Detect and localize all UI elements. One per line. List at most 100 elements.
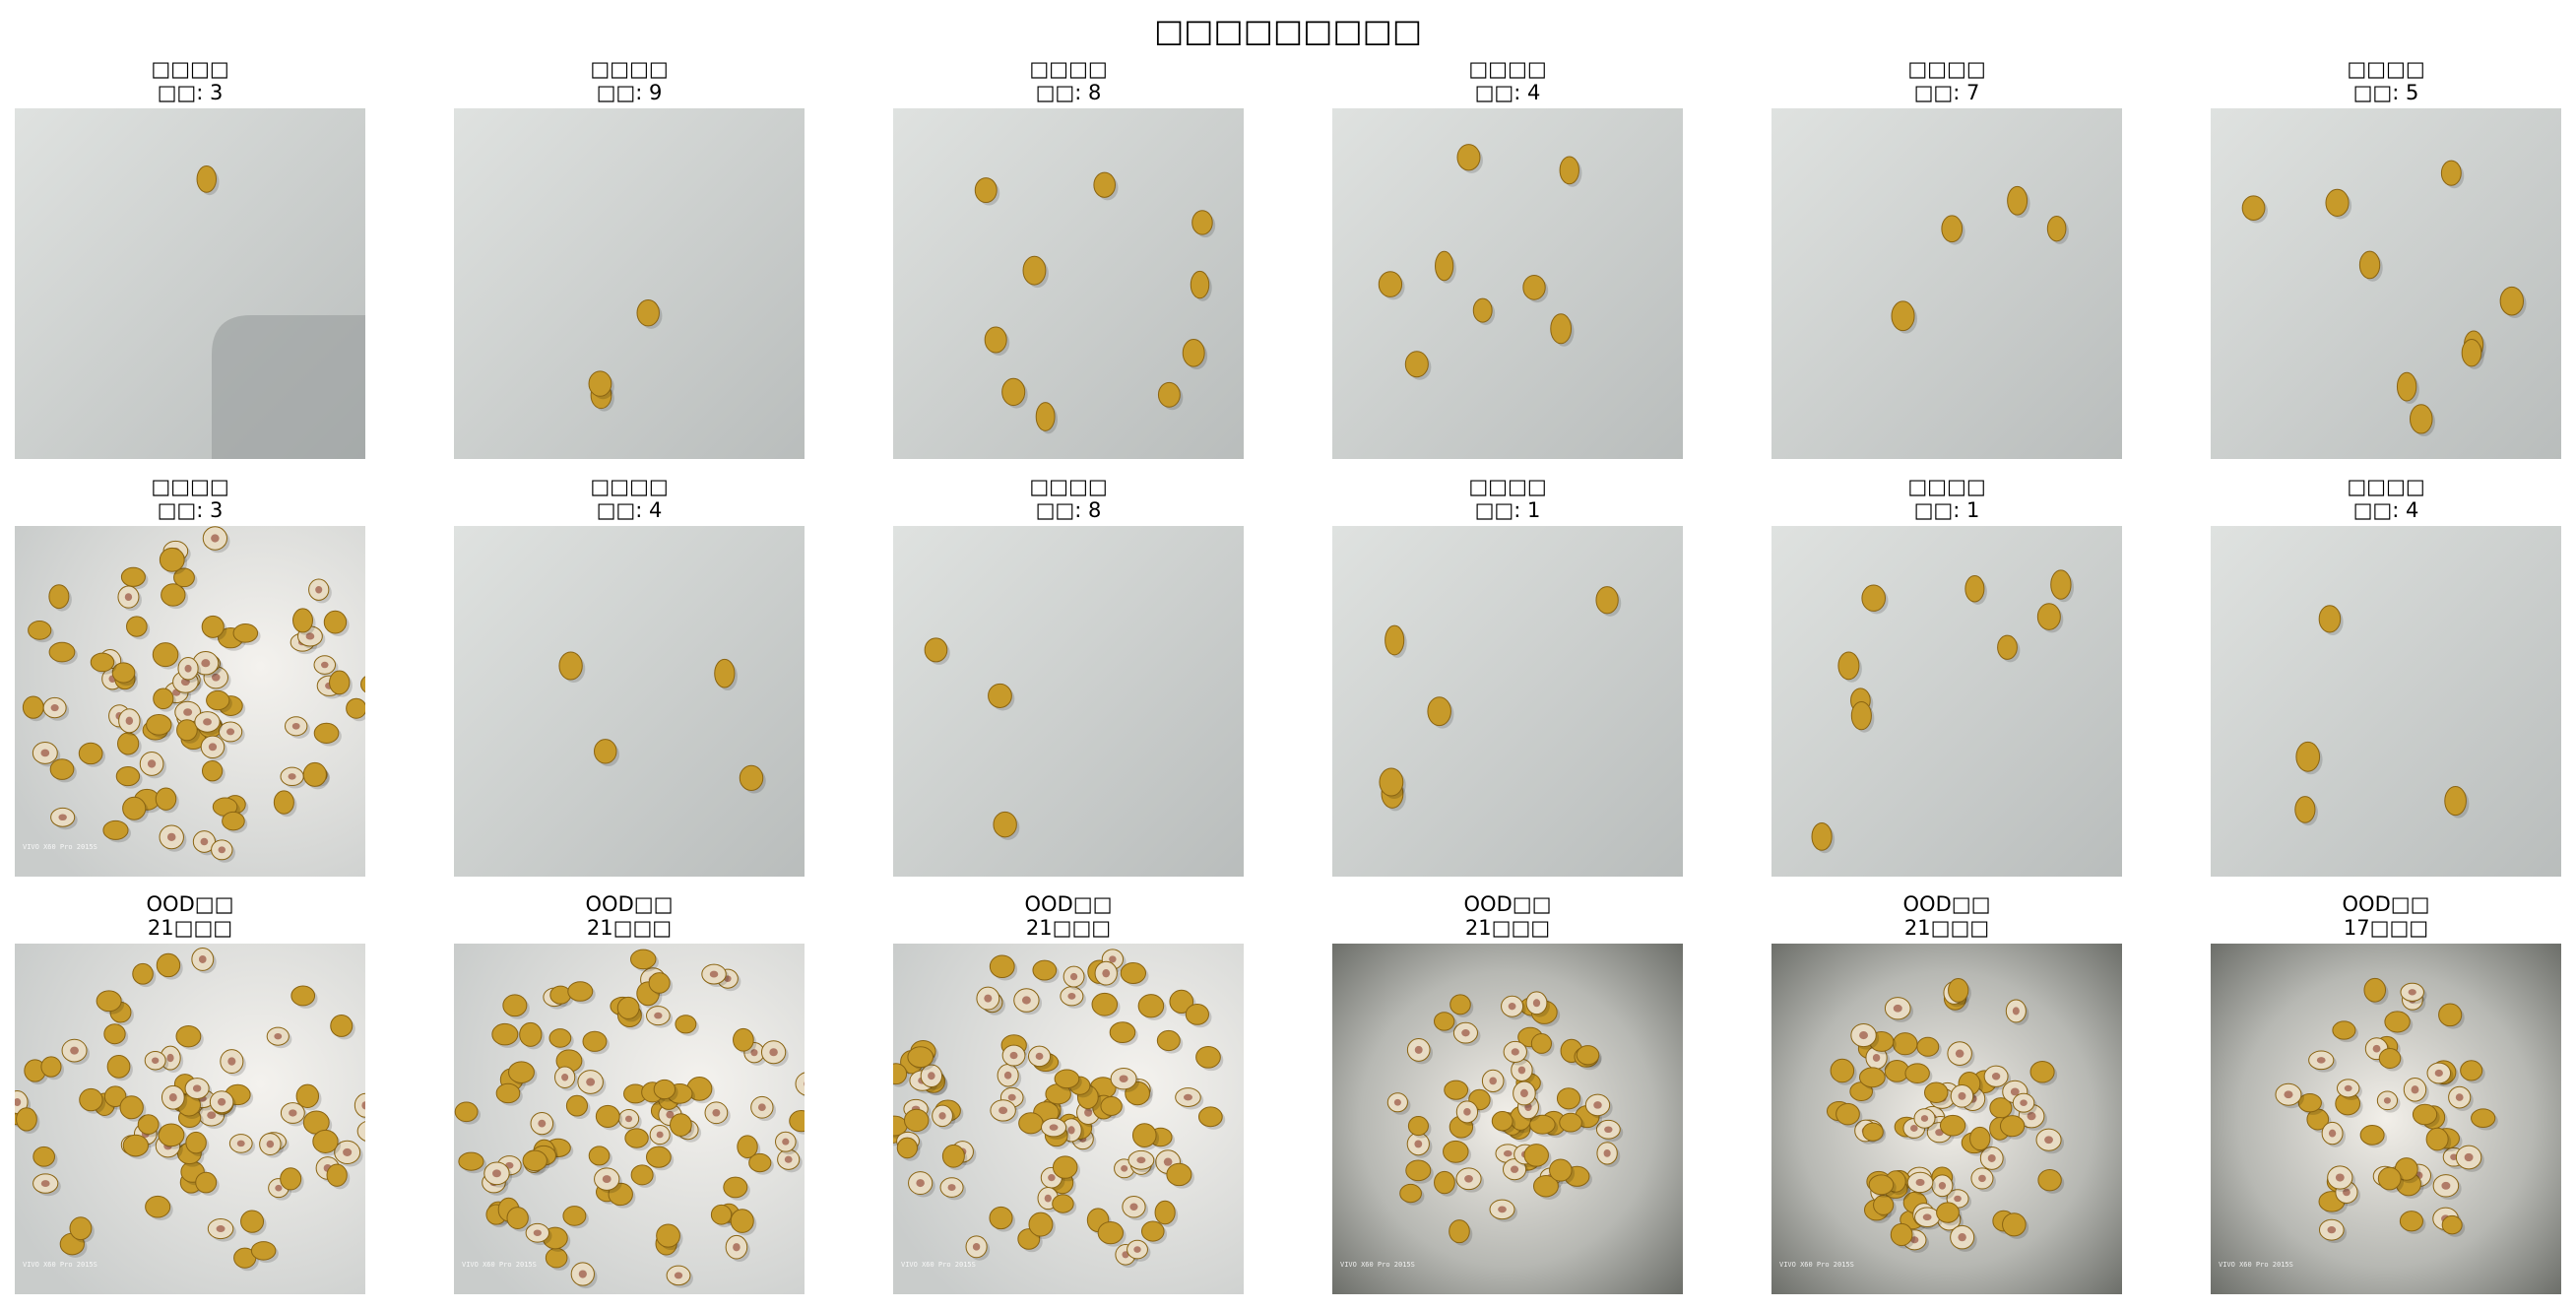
- corn-kernel: [177, 657, 202, 683]
- corn-kernel: [2335, 1091, 2363, 1118]
- corn-kernel: [176, 1093, 204, 1120]
- corn-kernel: [608, 1182, 636, 1209]
- corn-kernel: [32, 1173, 61, 1197]
- corn-kernel: [280, 1102, 308, 1127]
- panel-title: □□□□: [2347, 475, 2425, 498]
- corn-kernel: [1434, 1170, 1458, 1197]
- panel-subtitle: 21□□□: [586, 916, 673, 940]
- corn-kernel: [50, 807, 78, 830]
- sample-panel: □□□□ □□: 7: [1771, 57, 2122, 461]
- corn-kernel: [2294, 796, 2318, 826]
- corn-kernel: [1884, 997, 1914, 1022]
- corn-kernel: [920, 1064, 945, 1090]
- corn-kernel: [2425, 1127, 2452, 1153]
- corn-kernel: [1913, 1108, 1939, 1132]
- figure-title: □□□□□□□□□: [1153, 12, 1423, 49]
- corn-kernel: [201, 759, 225, 784]
- corn-kernel: [153, 688, 176, 712]
- camera-watermark: VIVO X60 Pro 2015S: [2219, 1261, 2293, 1269]
- corn-kernel: [2399, 1211, 2426, 1234]
- corn-kernel: [2363, 977, 2389, 1006]
- corn-kernel: [1559, 1112, 1585, 1136]
- corn-kernel: [1503, 1040, 1530, 1066]
- corn-kernel: [280, 1167, 304, 1193]
- corn-kernel: [2002, 1212, 2029, 1239]
- corn-kernel: [1385, 624, 1407, 658]
- corn-kernel: [760, 1040, 789, 1067]
- corn-kernel: [1595, 1119, 1624, 1143]
- panel-caption: OOD□□ 21□□□: [1771, 892, 2122, 940]
- corn-kernel: [1027, 1045, 1054, 1070]
- corn-kernel: [356, 1121, 365, 1143]
- corn-kernel: [1550, 313, 1575, 347]
- panel-title: □□□□: [1907, 57, 1986, 81]
- corn-kernel: [1013, 988, 1043, 1015]
- kernel-photo: VIVO X60 Pro 2015S: [1332, 944, 1683, 1294]
- corn-kernel: [120, 566, 149, 590]
- corn-kernel: [896, 1137, 921, 1161]
- corn-kernel: [2005, 999, 2029, 1025]
- corn-kernel: [1522, 275, 1549, 303]
- corn-kernel: [506, 1207, 532, 1232]
- corn-kernel: [2384, 1011, 2414, 1036]
- corn-kernel: [61, 1038, 91, 1066]
- panel-subtitle: □□: 7: [1913, 81, 1980, 104]
- kernel-photo-image: [2211, 526, 2561, 877]
- corn-kernel: [2440, 160, 2465, 189]
- corn-kernel: [1060, 986, 1086, 1009]
- corn-kernel: [1511, 1058, 1536, 1084]
- corn-kernel: [582, 1030, 610, 1055]
- corn-kernel: [1489, 1199, 1517, 1222]
- panel-caption: OOD□□ 21□□□: [893, 892, 1244, 940]
- corn-kernel: [670, 1113, 695, 1140]
- corn-kernel: [78, 742, 106, 767]
- panel-title: □□□□: [1029, 475, 1108, 498]
- corn-kernel: [941, 1144, 968, 1171]
- corn-kernel: [158, 1123, 187, 1149]
- corn-kernel: [175, 1024, 204, 1050]
- corn-kernel: [1931, 1174, 1956, 1200]
- kernel-photo: [1332, 108, 1683, 459]
- corn-kernel: [2332, 1020, 2358, 1043]
- corn-kernel: [2318, 605, 2344, 635]
- kernel-photo-image: [2211, 108, 2561, 459]
- panel-caption: OOD□□ 21□□□: [454, 892, 805, 940]
- corn-kernel: [1964, 575, 1987, 605]
- corn-kernel: [570, 1262, 598, 1289]
- corn-kernel: [313, 722, 342, 747]
- corn-kernel: [326, 1163, 351, 1190]
- sample-panel: OOD□□ 21□□□ VIVO X60 Pro 2015S: [893, 892, 1244, 1296]
- corn-kernel: [730, 1209, 757, 1236]
- corn-kernel: [1127, 1149, 1157, 1173]
- corn-kernel: [2444, 786, 2470, 819]
- corn-kernel: [1035, 402, 1059, 434]
- corn-kernel: [495, 1082, 523, 1106]
- corn-kernel: [1100, 1096, 1126, 1119]
- kernel-photo: [1332, 526, 1683, 877]
- corn-kernel: [1097, 1220, 1127, 1247]
- corn-kernel: [624, 1128, 652, 1151]
- corn-kernel: [285, 716, 310, 739]
- corn-kernel: [1523, 1144, 1552, 1170]
- desk-background: [2211, 526, 2561, 877]
- corn-kernel: [273, 790, 297, 818]
- corn-kernel: [194, 711, 224, 736]
- corn-kernel: [924, 637, 950, 665]
- corn-kernel: [1979, 1146, 2007, 1173]
- panel-caption: □□□□ □□: 4: [2211, 475, 2561, 522]
- corn-kernel: [454, 1101, 482, 1125]
- corn-kernel: [250, 1241, 279, 1264]
- kernel-photo: VIVO X60 Pro 2015S: [2211, 944, 2561, 1294]
- kernel-photo: VIVO X60 Pro 2015S: [1771, 944, 2122, 1294]
- corn-kernel: [595, 1104, 623, 1131]
- corn-kernel: [775, 1131, 800, 1155]
- corn-kernel: [714, 658, 738, 691]
- corn-kernel: [1157, 381, 1184, 411]
- corn-kernel: [649, 1124, 674, 1147]
- panel-caption: □□□□ □□: 4: [1332, 57, 1683, 104]
- corn-kernel: [2412, 1103, 2440, 1128]
- corn-kernel: [2297, 1092, 2325, 1115]
- corn-kernel: [1137, 994, 1167, 1020]
- corn-kernel: [562, 1206, 589, 1229]
- corn-kernel: [1001, 1044, 1028, 1070]
